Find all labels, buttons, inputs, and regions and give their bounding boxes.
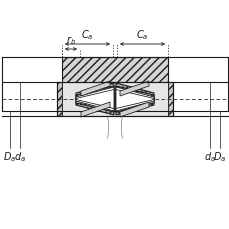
Polygon shape [120,82,148,97]
Polygon shape [57,83,62,117]
Polygon shape [76,84,114,115]
Polygon shape [115,84,153,115]
Polygon shape [115,90,153,109]
Text: $C_a$: $C_a$ [136,28,148,42]
Polygon shape [115,87,153,112]
Polygon shape [62,83,167,117]
Text: $r_b$: $r_b$ [66,34,76,47]
Polygon shape [81,103,109,117]
Polygon shape [120,103,148,117]
Text: $d_a$: $d_a$ [203,150,215,163]
Polygon shape [76,90,114,109]
Text: $C_a$: $C_a$ [81,28,93,42]
Polygon shape [115,88,153,112]
Text: $D_a$: $D_a$ [3,150,16,163]
Polygon shape [81,82,109,97]
Polygon shape [62,58,167,112]
Polygon shape [167,83,172,117]
Polygon shape [76,88,114,112]
Polygon shape [76,87,114,112]
Text: $d_a$: $d_a$ [14,150,26,163]
Text: $D_a$: $D_a$ [213,150,226,163]
